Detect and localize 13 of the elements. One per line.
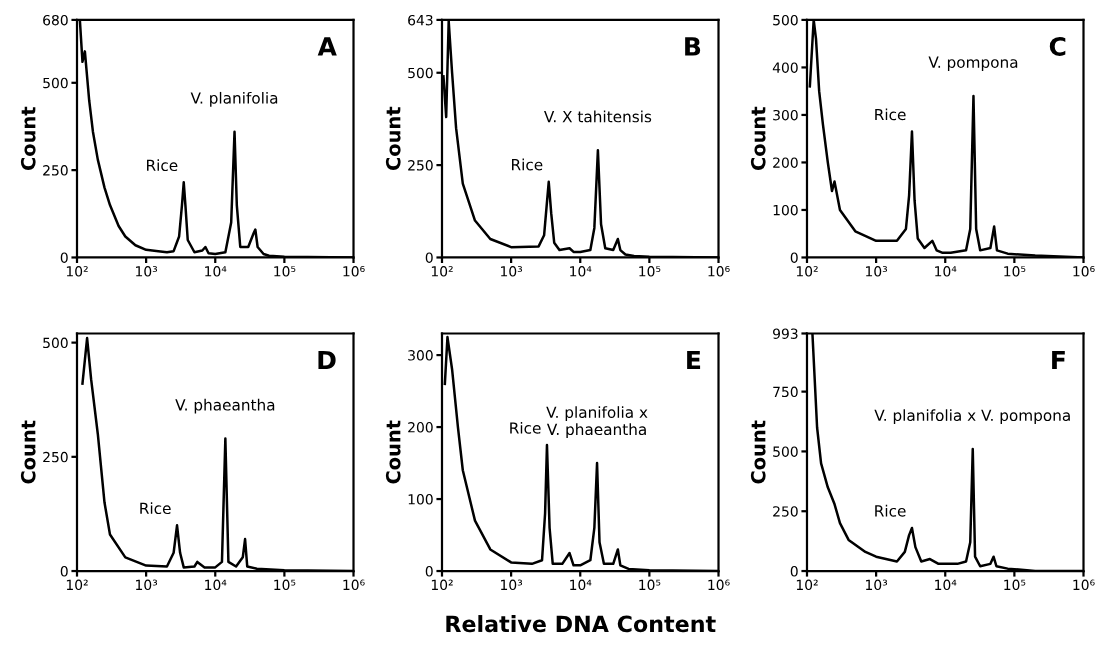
annotation: F xyxy=(1052,350,1065,370)
y-axis-title: Count xyxy=(20,420,36,484)
y-axis-title: Count xyxy=(20,106,36,171)
annotation: E xyxy=(687,350,701,370)
x-axis-title: Relative DNA Content xyxy=(446,615,716,633)
y-axis-title: Count xyxy=(385,106,401,171)
annotation: C xyxy=(1049,36,1066,56)
y-axis-title: Count xyxy=(385,420,401,484)
annotation: B xyxy=(685,37,701,56)
annotation: A xyxy=(317,37,337,56)
y-axis-title: Count xyxy=(750,420,766,484)
annotation: D xyxy=(318,350,336,370)
y-axis-title: Count xyxy=(750,106,766,171)
